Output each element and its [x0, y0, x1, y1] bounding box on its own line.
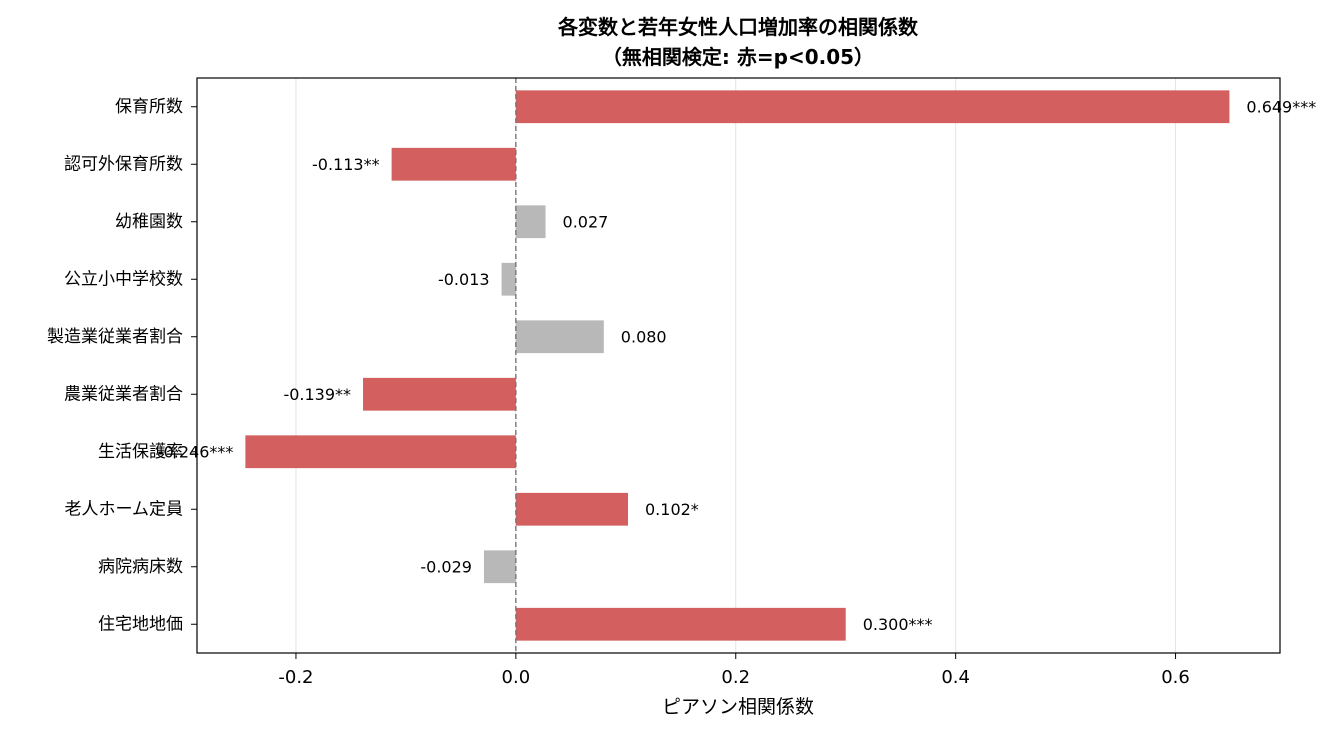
x-tick-label: 0.6	[1161, 667, 1190, 688]
category-label: 農業従業者割合	[64, 384, 183, 404]
x-axis-label: ピアソン相関係数	[662, 696, 814, 718]
chart-title: 各変数と若年女性人口増加率の相関係数	[557, 15, 919, 39]
value-label: 0.102*	[645, 500, 699, 519]
value-labels: 0.649*** -0.113** 0.027 -0.013 0.080 -0.139**…	[158, 97, 1316, 634]
category-label: 製造業従業者割合	[47, 327, 183, 347]
bars	[245, 90, 1230, 641]
category-label: 認可外保育所数	[64, 154, 183, 174]
value-label: -0.139**	[283, 385, 351, 404]
y-axis: 保育所数認可外保育所数幼稚園数公立小中学校数製造業従業者割合農業従業者割合生活保…	[47, 97, 197, 634]
chart-subtitle: （無相関検定: 赤=p<0.05）	[602, 45, 874, 69]
category-label: 幼稚園数	[115, 212, 183, 232]
value-label: 0.080	[621, 327, 667, 346]
category-label: 生活保護率	[98, 442, 183, 462]
category-label: 保育所数	[115, 97, 183, 117]
category-label: 住宅地地価	[98, 614, 183, 634]
value-label: -0.113**	[312, 155, 380, 174]
bar	[363, 377, 516, 411]
x-tick-label: 0.2	[721, 667, 750, 688]
value-label: 0.027	[563, 212, 609, 231]
bar	[391, 147, 516, 181]
category-label: 病院病床数	[98, 557, 183, 577]
bar	[245, 435, 516, 469]
bar	[483, 550, 516, 584]
bar	[515, 320, 604, 354]
x-tick-label: 0.0	[502, 667, 531, 688]
value-label: 0.300***	[863, 615, 933, 634]
value-label: -0.013	[438, 270, 490, 289]
category-label: 公立小中学校数	[64, 269, 183, 289]
value-label: -0.029	[420, 557, 472, 576]
bar	[515, 607, 846, 641]
value-label: 0.649***	[1246, 97, 1316, 116]
bar	[515, 205, 546, 239]
x-tick-label: -0.2	[278, 667, 313, 688]
value-label: -0.246***	[158, 442, 234, 461]
bar	[515, 492, 629, 526]
bar	[501, 262, 516, 296]
plot-frame	[196, 77, 1281, 654]
bar	[515, 90, 1230, 124]
x-tick-label: 0.4	[941, 667, 970, 688]
category-label: 老人ホーム定員	[65, 499, 184, 519]
x-axis: -0.2 0.0 0.2 0.4 0.6	[278, 653, 1190, 688]
